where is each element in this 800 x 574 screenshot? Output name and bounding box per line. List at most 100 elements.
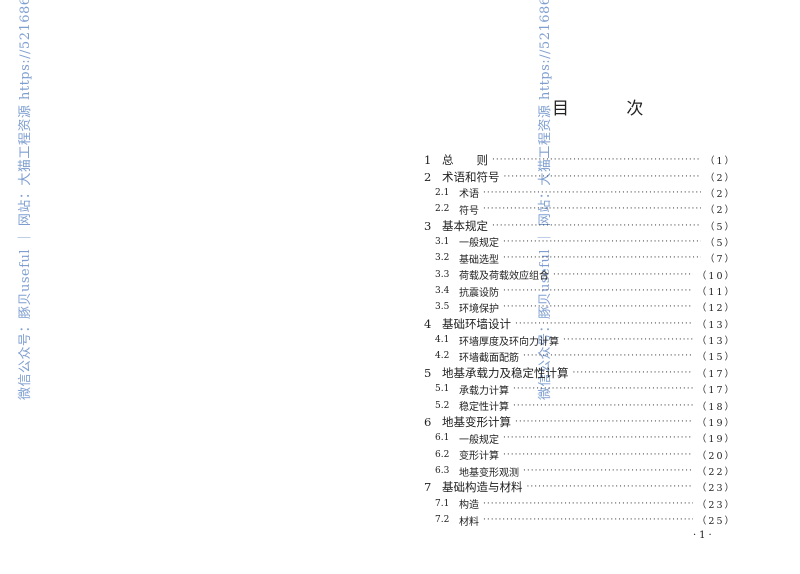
toc-entry-title: 构造 — [459, 500, 479, 512]
toc-entry-page: （23） — [696, 483, 736, 495]
toc-entry-title: 基础环墙设计 — [442, 316, 511, 331]
toc-entry-title: 材料 — [459, 516, 479, 528]
toc-entry-number: 4 — [424, 316, 432, 331]
toc-entry-number: 3.5 — [435, 302, 450, 313]
toc-entry[interactable]: 7.1 构造 （23） — [424, 496, 736, 512]
toc-entry-title: 一般规定 — [459, 238, 499, 250]
toc-entry-number: 4.1 — [435, 335, 450, 346]
dot-leader — [513, 401, 693, 411]
toc-entry-title: 环墙截面配筋 — [459, 352, 519, 364]
toc-entry-page: （19） — [696, 417, 736, 429]
toc-entry[interactable]: 1 总 则 （1） — [424, 152, 736, 168]
toc-entry[interactable]: 2.2 符号 （2） — [424, 201, 736, 217]
toc-entry[interactable]: 4.1 环墙厚度及环向力计算 （13） — [424, 332, 736, 348]
toc-entry-page: （1） — [704, 156, 736, 168]
toc-entry-title: 地基承载力及稳定性计算 — [442, 365, 569, 380]
toc-entry[interactable]: 7.2 材料 （25） — [424, 512, 736, 528]
toc-entry-number: 7.1 — [435, 498, 450, 509]
toc-entry-title: 术语 — [459, 189, 479, 201]
page-number: ·1· — [693, 530, 715, 541]
dot-leader — [503, 433, 693, 443]
toc-entry[interactable]: 6.1 一般规定 （19） — [424, 430, 736, 446]
toc-entry-page: （15） — [696, 352, 736, 364]
toc-entry-page: （2） — [704, 188, 736, 200]
toc-entry-number: 1 — [424, 153, 432, 168]
toc-entry-page: （18） — [696, 401, 736, 413]
dot-leader — [483, 515, 693, 525]
toc-entry-title: 符号 — [459, 205, 479, 217]
dot-leader — [523, 351, 693, 361]
dot-leader — [523, 466, 693, 476]
toc-entry-title: 基本规定 — [442, 218, 488, 233]
toc-entry[interactable]: 5 地基承载力及稳定性计算 （17） — [424, 365, 736, 381]
toc-entry[interactable]: 3.4 抗震设防 （11） — [424, 283, 736, 299]
toc-entry-page: （17） — [696, 368, 736, 380]
toc-entry-page: （7） — [704, 254, 736, 266]
toc-entry-page: （10） — [696, 270, 736, 282]
toc-entry[interactable]: 3.1 一般规定 （5） — [424, 234, 736, 250]
dot-leader — [503, 237, 701, 247]
toc-entry[interactable]: 3.2 基础选型 （7） — [424, 250, 736, 266]
dot-leader — [503, 302, 693, 312]
toc-entry-page: （13） — [696, 319, 736, 331]
dot-leader — [563, 335, 693, 345]
dot-leader — [483, 204, 701, 214]
toc-entry[interactable]: 3.3 荷载及荷载效应组合 （10） — [424, 267, 736, 283]
toc-entry-number: 6.2 — [435, 449, 450, 460]
toc-entry-number: 5.1 — [435, 384, 450, 395]
toc-entry-title: 术语和符号 — [442, 169, 500, 184]
toc-entry[interactable]: 6 地基变形计算 （19） — [424, 414, 736, 430]
toc-entry-title: 基础构造与材料 — [442, 480, 523, 495]
toc-entry[interactable]: 4 基础环墙设计 （13） — [424, 316, 736, 332]
dot-leader — [553, 270, 693, 280]
toc-entry-number: 2 — [424, 169, 432, 184]
toc-entry[interactable]: 4.2 环墙截面配筋 （15） — [424, 348, 736, 364]
dot-leader — [504, 172, 701, 182]
toc-entry-number: 6.3 — [435, 466, 450, 476]
dot-leader — [515, 319, 693, 329]
toc-entry-title: 一般规定 — [459, 434, 499, 446]
toc-entry-title: 抗震设防 — [459, 287, 499, 299]
toc-entry-page: （22） — [696, 467, 736, 478]
toc-entry-title: 基础选型 — [459, 254, 499, 266]
toc-entry-number: 3.2 — [435, 253, 450, 264]
toc-entry-title: 地基变形观测 — [459, 467, 519, 479]
toc-entry[interactable]: 2.1 术语 （2） — [424, 185, 736, 201]
toc-entry-number: 2.1 — [435, 187, 450, 198]
dot-leader — [503, 450, 693, 460]
toc-entry[interactable]: 3.5 环境保护 （12） — [424, 299, 736, 315]
toc-entry[interactable]: 2 术语和符号 （2） — [424, 168, 736, 184]
dot-leader — [483, 188, 701, 198]
dot-leader — [515, 417, 693, 427]
toc-entry-title: 荷载及荷载效应组合 — [459, 271, 549, 283]
toc-entry[interactable]: 5.2 稳定性计算 （18） — [424, 397, 736, 414]
dot-leader — [573, 368, 693, 378]
toc-entry[interactable]: 3 基本规定 （5） — [424, 217, 736, 233]
toc-entry-page: （13） — [696, 336, 736, 348]
toc-entry-number: 3.3 — [435, 269, 450, 280]
toc-entry-title: 总 则 — [442, 153, 488, 168]
toc-entry[interactable]: 5.1 承载力计算 （17） — [424, 381, 736, 397]
dot-leader — [527, 482, 693, 492]
toc-entry-page: （5） — [704, 221, 736, 233]
toc-entry-page: （23） — [696, 499, 736, 511]
dot-leader — [513, 384, 693, 394]
dot-leader — [503, 253, 701, 263]
toc-entry-page: （12） — [696, 303, 736, 315]
toc-entry-number: 5 — [424, 365, 432, 380]
page-title: 目 次 — [552, 99, 670, 119]
toc-entry-title: 环境保护 — [459, 303, 499, 315]
toc-entry-page: （20） — [696, 450, 736, 462]
toc-entry-page: （17） — [696, 385, 736, 397]
dot-leader — [483, 499, 693, 509]
toc-entry-number: 2.2 — [435, 204, 450, 215]
toc-entry-title: 承载力计算 — [459, 385, 509, 397]
toc-entry-number: 5.2 — [435, 400, 450, 411]
toc-entry[interactable]: 6.2 变形计算 （20） — [424, 446, 736, 463]
toc-entry[interactable]: 7 基础构造与材料 （23） — [424, 479, 736, 495]
toc-entry[interactable]: 6.3 地基变形观测 （22） — [424, 463, 736, 479]
toc-entry-number: 3.1 — [435, 236, 450, 247]
watermark-left: 微信公众号：豚贝useful ｜ 网站：大猫工程资源 https://52168… — [18, 0, 33, 400]
toc-entry-title: 稳定性计算 — [459, 402, 509, 414]
toc-entry-number: 7.2 — [435, 515, 450, 526]
